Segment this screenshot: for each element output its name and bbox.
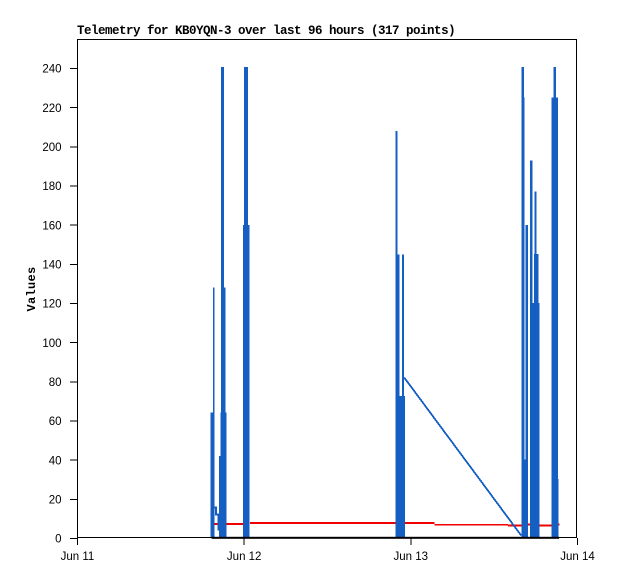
svg-text:220: 220 xyxy=(42,103,61,115)
svg-text:140: 140 xyxy=(42,260,61,272)
svg-text:160: 160 xyxy=(42,220,61,232)
svg-text:180: 180 xyxy=(42,181,61,193)
svg-text:120: 120 xyxy=(42,299,61,311)
svg-text:Jun 13: Jun 13 xyxy=(394,551,429,563)
svg-text:60: 60 xyxy=(49,416,62,428)
svg-text:80: 80 xyxy=(49,377,62,389)
svg-text:200: 200 xyxy=(42,142,61,154)
svg-text:Jun 11: Jun 11 xyxy=(61,551,95,563)
svg-text:Telemetry for KB0YQN-3 over la: Telemetry for KB0YQN-3 over last 96 hour… xyxy=(77,24,455,38)
svg-text:40: 40 xyxy=(49,455,62,467)
svg-text:20: 20 xyxy=(49,495,62,507)
svg-text:Jun 12: Jun 12 xyxy=(227,551,262,563)
svg-text:0: 0 xyxy=(55,534,61,546)
svg-text:240: 240 xyxy=(42,64,61,76)
svg-text:Values: Values xyxy=(25,266,39,311)
svg-text:100: 100 xyxy=(42,338,61,350)
svg-text:Jun 14: Jun 14 xyxy=(560,551,595,563)
